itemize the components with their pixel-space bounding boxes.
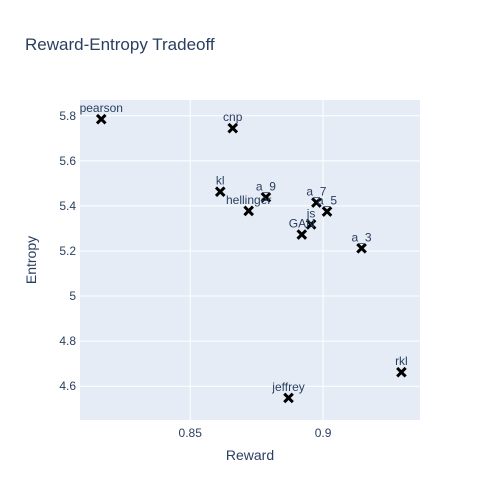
gridlines bbox=[80, 100, 420, 420]
y-tick-label: 5.6 bbox=[59, 154, 76, 168]
x-marker bbox=[283, 392, 294, 404]
y-tick-label: 5.8 bbox=[59, 109, 76, 123]
x-tick-label: 0.85 bbox=[179, 426, 203, 440]
x-marker bbox=[356, 242, 367, 254]
data-point-rkl: rkl bbox=[395, 354, 408, 378]
data-label: cnp bbox=[223, 110, 243, 124]
y-axis-title: Entropy bbox=[23, 236, 39, 284]
y-tick-label: 5.4 bbox=[59, 199, 76, 213]
data-point-gan: GAN bbox=[289, 217, 315, 240]
x-marker bbox=[311, 197, 322, 208]
data-label: a_5 bbox=[317, 194, 337, 208]
plot-area bbox=[80, 100, 420, 420]
data-label: rkl bbox=[395, 354, 408, 368]
y-tick-label: 5.2 bbox=[59, 244, 76, 258]
data-label: js bbox=[306, 206, 316, 220]
x-marker bbox=[227, 122, 239, 134]
x-marker bbox=[296, 229, 308, 240]
data-point-jeffrey: jeffrey bbox=[271, 380, 305, 404]
data-label: hellinger bbox=[226, 193, 271, 207]
data-point-kl: kl bbox=[214, 174, 226, 198]
data-label: pearson bbox=[80, 101, 123, 115]
x-marker bbox=[305, 219, 317, 230]
data-label: kl bbox=[216, 174, 225, 188]
data-label: jeffrey bbox=[271, 380, 304, 394]
x-axis-title: Reward bbox=[226, 447, 274, 463]
data-label: GAN bbox=[289, 217, 315, 231]
data-point-pearson: pearson bbox=[80, 101, 123, 125]
data-point-a-7: a_7 bbox=[306, 185, 327, 208]
data-point-hellinger: hellinger bbox=[226, 193, 271, 217]
x-marker bbox=[321, 206, 333, 217]
data-label: a_3 bbox=[352, 230, 372, 244]
x-marker bbox=[95, 113, 107, 125]
data-point-a-5: a_5 bbox=[317, 194, 337, 217]
y-tick-label: 5 bbox=[69, 289, 76, 303]
x-marker bbox=[214, 186, 226, 198]
data-point-a-9: a_9 bbox=[256, 179, 276, 203]
data-point-a-3: a_3 bbox=[352, 230, 372, 254]
y-tick-label: 4.6 bbox=[59, 379, 76, 393]
x-tick-label: 0.9 bbox=[315, 426, 332, 440]
data-point-cnp: cnp bbox=[223, 110, 243, 134]
x-axis-ticks: 0.85 0.9 bbox=[179, 426, 332, 440]
chart-title: Reward-Entropy Tradeoff bbox=[25, 35, 215, 54]
data-label: a_9 bbox=[256, 179, 276, 193]
x-marker bbox=[243, 205, 254, 217]
y-tick-label: 4.8 bbox=[59, 334, 76, 348]
data-point-js: js bbox=[305, 206, 317, 230]
x-marker bbox=[260, 192, 272, 203]
y-axis-ticks: 4.6 4.8 5 5.2 5.4 5.6 5.8 bbox=[59, 109, 76, 393]
data-label: a_7 bbox=[306, 185, 326, 199]
x-marker bbox=[396, 366, 407, 378]
